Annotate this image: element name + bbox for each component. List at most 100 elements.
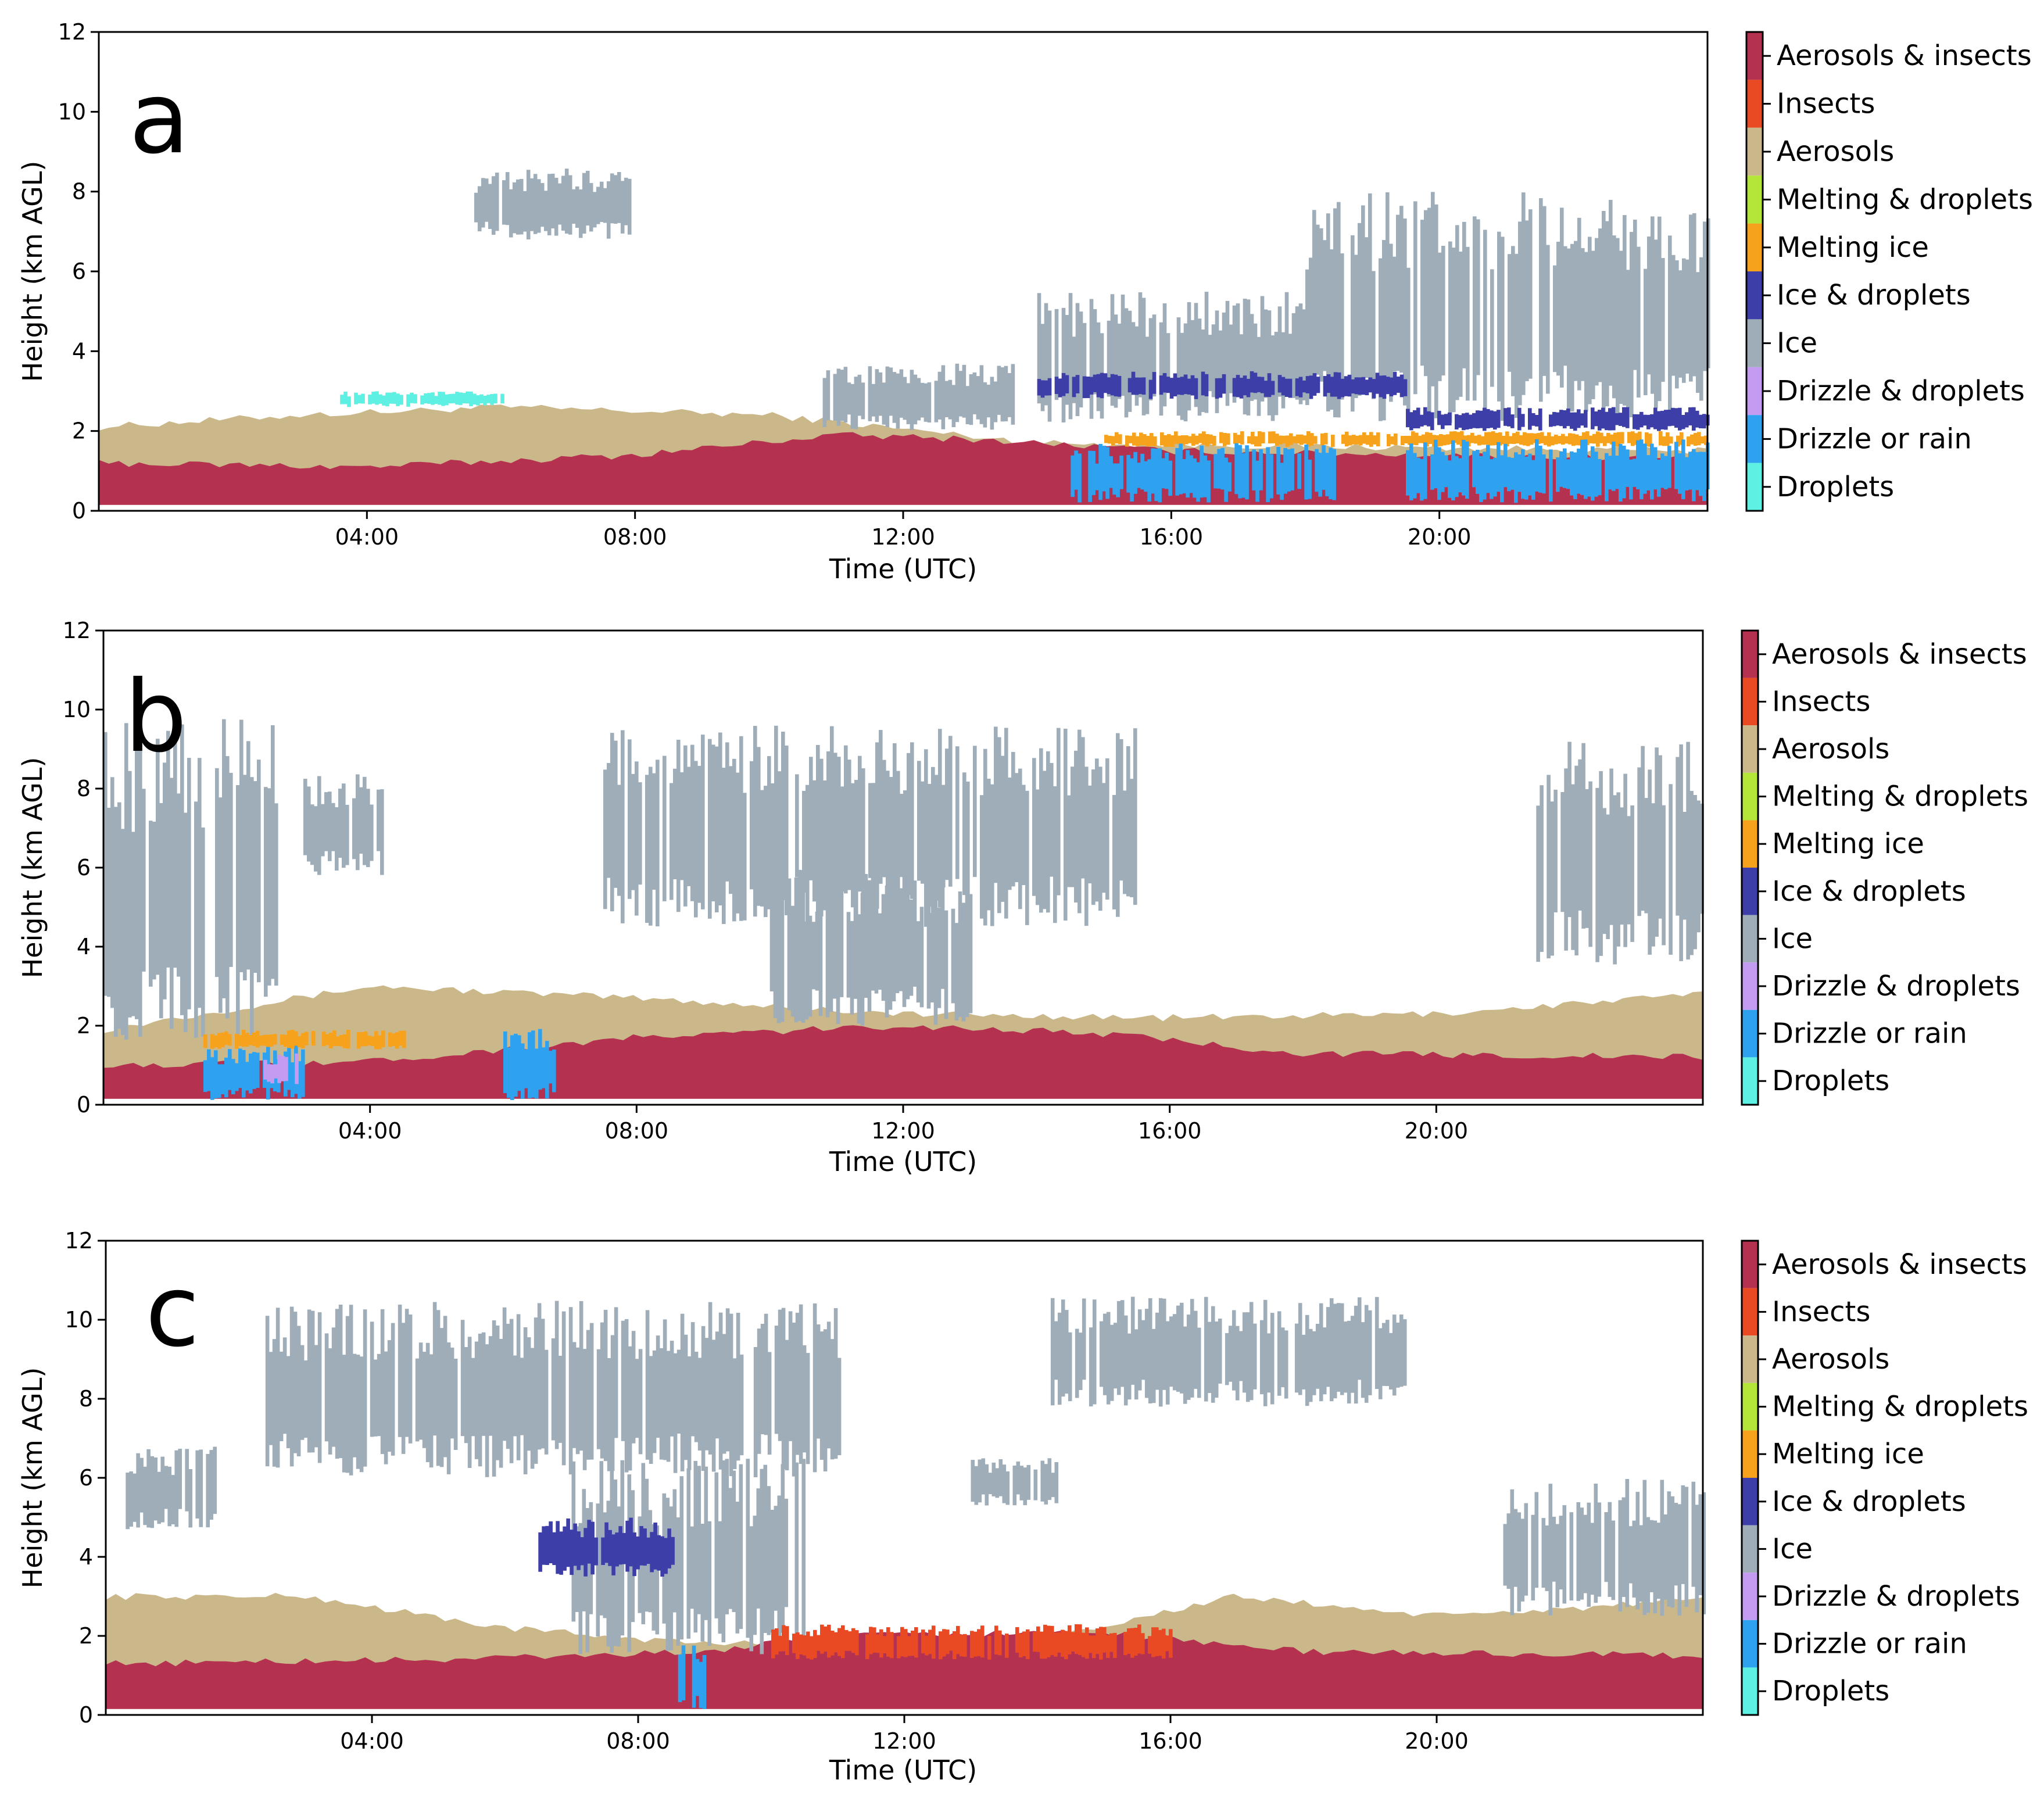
region-streak [488,1336,493,1436]
region-streak [1177,435,1182,445]
region-streak [455,392,459,405]
region-streak [542,1047,546,1088]
region-streak [801,870,806,1023]
region-streak [153,1457,157,1521]
region-streak [380,1309,385,1455]
region-streak [1225,300,1230,406]
region-streak [1018,768,1022,909]
region-streak [249,1035,253,1045]
region-streak [655,1525,660,1635]
region-streak [778,771,782,918]
region-streak [1483,452,1487,500]
region-streak [907,1636,911,1656]
region-streak [1576,1502,1581,1601]
region-streak [725,742,729,882]
region-streak [1277,375,1282,393]
region-streak [207,1049,211,1091]
region-streak [466,391,470,404]
region-streak [628,739,632,899]
y-tick-label: 0 [79,1702,93,1728]
region-streak [1151,1328,1156,1403]
region-streak [1634,433,1638,445]
region-streak [164,1466,168,1509]
region-streak [404,1309,409,1437]
region-streak [1354,1305,1358,1404]
region-streak [1222,312,1226,392]
region-streak [229,772,233,967]
region-streak [1490,269,1494,387]
region-streak [1284,292,1289,393]
region-streak [585,170,590,226]
region-streak [905,878,910,1000]
region-streak [949,1635,953,1651]
region-streak [1089,1327,1093,1407]
region-streak [718,1312,723,1470]
region-streak [1646,414,1651,429]
region-streak [1332,449,1336,500]
region-streak [589,1323,594,1460]
legend-label: Ice & droplets [1772,875,1966,908]
region-streak [649,1356,653,1464]
region-streak [1118,434,1122,445]
region-streak [359,787,363,854]
region-streak [1139,432,1143,446]
region-streak [1275,434,1279,446]
region-streak [1528,209,1533,379]
region-streak [699,1661,703,1709]
region-streak [335,807,339,871]
region-streak [925,1635,929,1656]
region-streak [1448,241,1452,423]
region-streak [291,1030,295,1049]
region-streak [669,1506,674,1650]
region-streak [1592,434,1596,444]
region-streak [1695,1505,1699,1613]
region-streak [1113,1632,1117,1658]
panel-c-region-ice-3 [971,1458,1059,1506]
region-streak [1298,1303,1302,1395]
region-streak [136,1453,140,1528]
region-streak [1536,805,1540,962]
region-streak [1638,431,1642,447]
region-streak [729,1313,733,1477]
region-streak [951,908,955,1004]
region-streak [367,1036,371,1045]
region-streak [1315,1324,1320,1389]
region-streak [1601,407,1605,429]
region-streak [217,1033,221,1049]
region-streak [1458,458,1462,493]
region-streak [645,775,649,923]
region-streak [1404,436,1408,443]
region-streak [1622,407,1626,427]
region-streak [1011,751,1015,887]
region-streak [1182,459,1186,493]
region-streak [453,1359,458,1450]
region-streak [364,1031,368,1047]
region-streak [1434,439,1438,489]
region-streak [608,1530,612,1566]
region-streak [1681,1485,1685,1584]
region-streak [578,1523,583,1654]
region-streak [1180,332,1184,420]
region-streak [1247,436,1251,444]
region-streak [495,173,499,231]
region-streak [1096,374,1101,397]
region-streak [568,175,572,235]
region-streak [514,1033,518,1097]
region-streak [1008,778,1012,890]
region-streak [846,912,851,998]
region-streak [1578,759,1582,911]
x-tick-label: 16:00 [1140,524,1204,550]
legend-label: Droplets [1772,1675,1889,1707]
region-streak [1102,783,1106,893]
legend-frame [1745,31,1764,512]
region-streak [806,785,810,925]
region-streak [948,736,953,887]
region-streak [1150,433,1154,446]
region-streak [1046,751,1050,913]
region-streak [352,1353,357,1457]
region-streak [1061,1629,1065,1657]
region-streak [215,768,219,977]
region-streak [1538,445,1542,493]
region-streak [1369,432,1373,447]
